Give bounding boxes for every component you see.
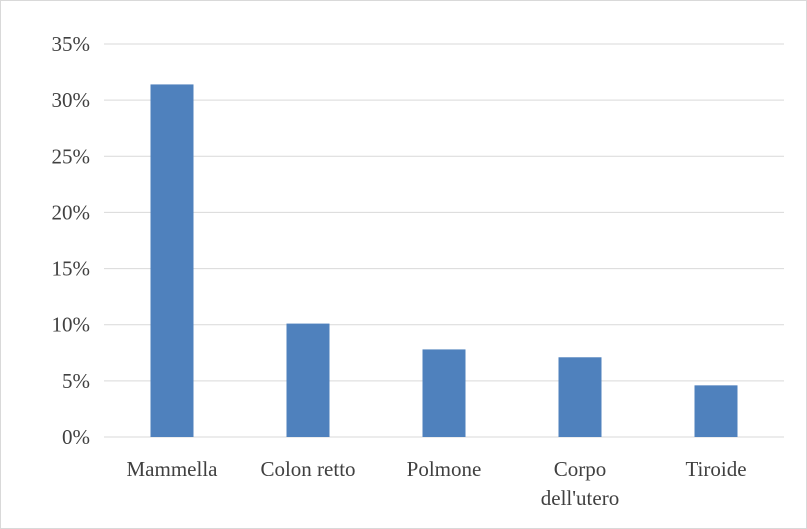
bars bbox=[150, 84, 738, 438]
y-axis-tick-labels: 0% 5% 10% 15% 20% 25% 30% 35% bbox=[52, 32, 91, 449]
y-tick-label: 35% bbox=[52, 32, 91, 56]
y-tick-label: 20% bbox=[52, 200, 91, 224]
y-tick-label: 0% bbox=[62, 425, 90, 449]
x-category-label: Mammella bbox=[127, 457, 219, 481]
bar bbox=[286, 323, 330, 437]
gridlines bbox=[104, 43, 784, 438]
x-category-label: Tiroide bbox=[685, 457, 746, 481]
y-tick-label: 25% bbox=[52, 144, 91, 168]
bar bbox=[150, 84, 194, 438]
bar bbox=[694, 385, 738, 437]
x-category-label: Colon retto bbox=[260, 457, 355, 481]
y-tick-label: 15% bbox=[52, 257, 91, 281]
bar bbox=[558, 357, 602, 437]
y-tick-label: 30% bbox=[52, 88, 91, 112]
bar bbox=[422, 349, 466, 437]
x-axis-category-labels: Mammella Colon retto Polmone Corpo dell'uter… bbox=[127, 457, 747, 510]
x-category-label: Corpo dell'utero bbox=[541, 457, 619, 510]
y-tick-label: 10% bbox=[52, 313, 91, 337]
y-tick-label: 5% bbox=[62, 369, 90, 393]
x-category-label: Polmone bbox=[407, 457, 482, 481]
